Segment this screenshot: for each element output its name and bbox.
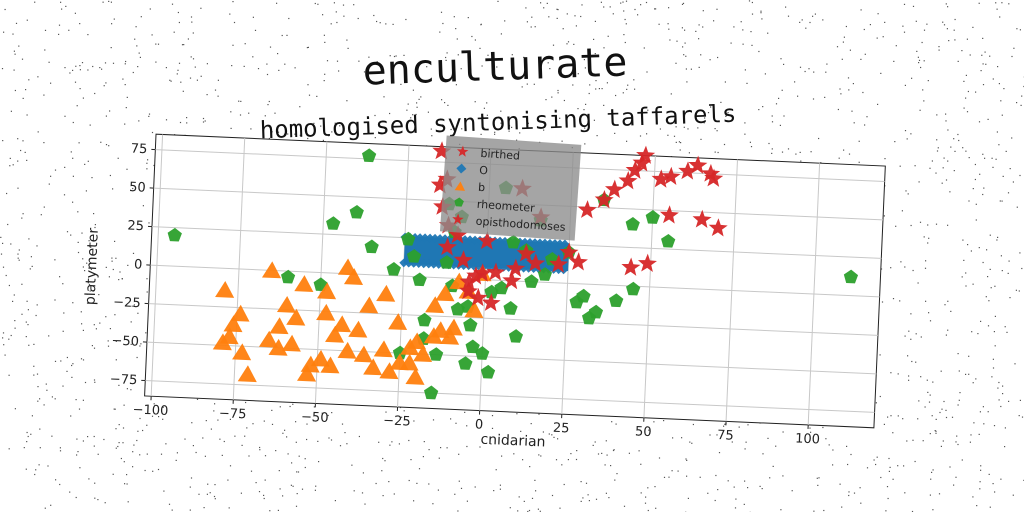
y-tick-label: −50: [111, 334, 139, 350]
x-tick-label: −75: [219, 406, 247, 422]
x-tick-label: −50: [301, 410, 329, 426]
x-tick-label: −25: [383, 413, 411, 429]
x-tick-label: 50: [635, 424, 652, 440]
legend-label-o: O: [479, 164, 489, 178]
x-tick-label: 100: [795, 431, 820, 447]
chart-title: enculturate: [362, 39, 628, 94]
y-tick-label: 75: [130, 142, 147, 158]
legend-label-b: b: [478, 181, 486, 194]
y-tick-label: 50: [129, 180, 146, 196]
x-axis-label: cnidarian: [480, 432, 546, 451]
x-tick-label: 0: [475, 417, 484, 432]
chart-subtitle: homologised syntonising taffarels: [259, 100, 737, 145]
y-tick-label: 0: [134, 257, 143, 272]
x-tick-label: 75: [717, 428, 734, 444]
x-tick-label: −100: [132, 402, 168, 419]
y-tick-label: −25: [113, 295, 141, 311]
y-axis-label: platymeter: [83, 227, 102, 305]
legend-label-birthed: birthed: [480, 147, 520, 163]
x-tick-label: 25: [553, 421, 570, 437]
y-tick-label: −75: [110, 372, 138, 388]
y-tick-label: 25: [127, 219, 144, 235]
legend: birthedObrheometeropisthodomoses: [440, 135, 581, 240]
